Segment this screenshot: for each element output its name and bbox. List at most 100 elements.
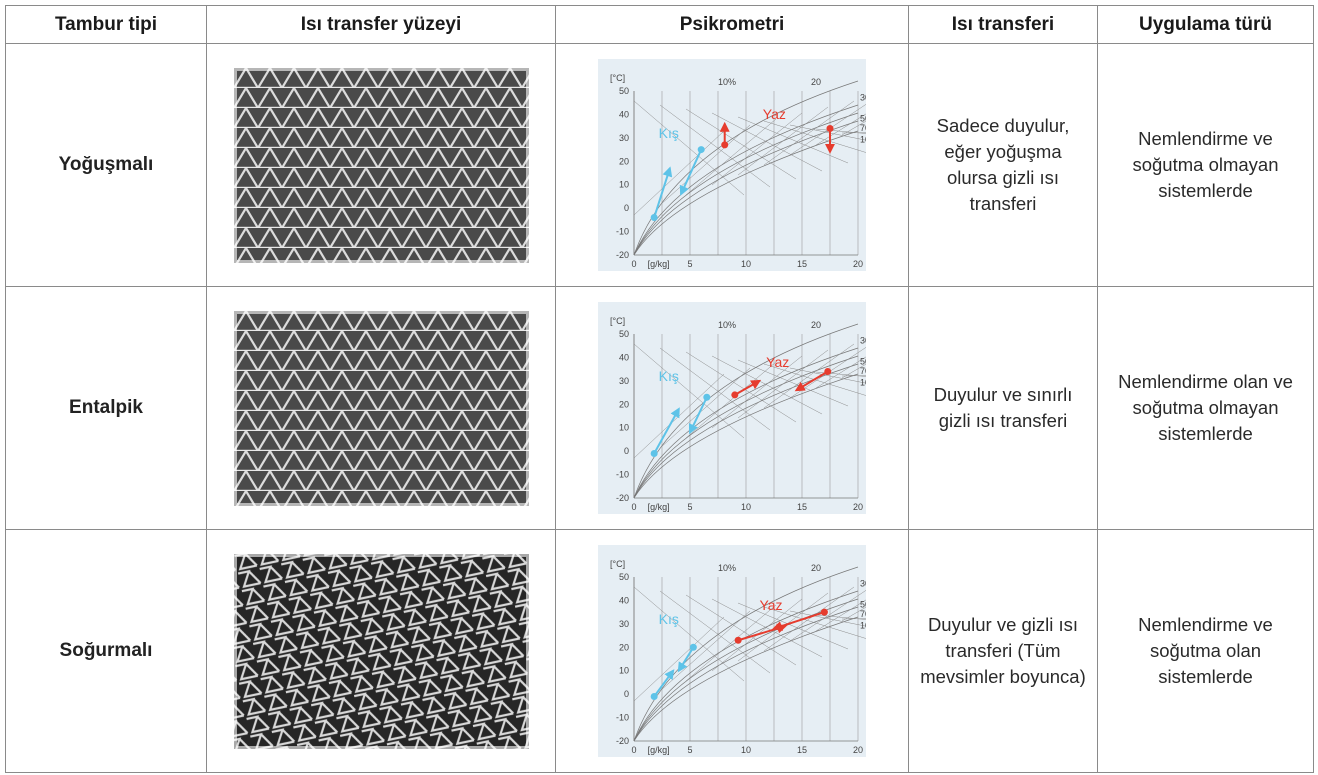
drum-type-label: Soğurmalı [59, 640, 153, 661]
cell-heat-transfer: Sadece duyulur, eğer yoğuşma olursa gizl… [908, 43, 1098, 287]
heat-transfer-surface-image [233, 67, 529, 263]
rh-curve [633, 616, 859, 742]
process-arrow [653, 166, 673, 218]
enthalpy-line [841, 375, 866, 377]
rh-curve [633, 373, 859, 499]
cell-surface [206, 286, 556, 530]
enthalpy-line [737, 106, 829, 176]
rh-label: 70 [860, 366, 866, 376]
process-arrow [653, 407, 680, 454]
enthalpy-line [789, 104, 866, 156]
header-drum-type: Tambur tipi [5, 5, 207, 44]
y-tick-label: 40 [619, 352, 629, 362]
enthalpy-line [685, 351, 797, 423]
enthalpy-line [711, 112, 803, 186]
enthalpy-line [737, 349, 829, 419]
enthalpy-line [659, 367, 751, 449]
x-tick-label: 0 [631, 502, 636, 512]
chart-background [598, 302, 866, 514]
x-tick-label: 5 [687, 502, 692, 512]
x-tick-label: 10 [741, 259, 751, 269]
enthalpy-line [659, 124, 751, 206]
x-tick-label: 20 [853, 745, 863, 755]
enthalpy-line [763, 363, 866, 396]
enthalpy-line [789, 367, 866, 384]
table-row: Soğurmalı 50 40 30 20 10 0 -10 -20 0 5 10 15 20 [g/kg… [5, 529, 1314, 773]
x-unit-label: [g/kg] [648, 502, 670, 512]
rh-label: 100 [860, 621, 866, 631]
rh-label: 30 [860, 92, 866, 102]
rh-curve [633, 112, 859, 256]
header-application: Uygulama türü [1097, 5, 1314, 44]
rh-label: 20 [811, 77, 821, 87]
rh-label: 50 [860, 356, 866, 366]
y-tick-label: 0 [624, 446, 629, 456]
rh-curve [633, 80, 859, 256]
application-text: Nemlendirme ve soğutma olmayan sistemler… [1132, 128, 1279, 201]
enthalpy-line [659, 610, 751, 692]
y-unit-label: [°C] [610, 73, 625, 83]
enthalpy-line [815, 371, 866, 377]
state-point [697, 146, 705, 154]
drum-type-label: Entalpik [69, 397, 143, 418]
cell-drum-type: Yoğuşmalı [5, 43, 207, 287]
enthalpy-line [633, 586, 745, 682]
drum-type-label: Yoğuşmalı [58, 154, 154, 175]
cell-psychrometry: 50 40 30 20 10 0 -10 -20 0 5 10 15 20 [g/kg] [°C] 10% 20… [555, 286, 909, 530]
process-arrow [794, 370, 829, 392]
rh-label: 20 [811, 320, 821, 330]
y-tick-label: 50 [619, 86, 629, 96]
x-unit-label: [g/kg] [648, 259, 670, 269]
comparison-table: Tambur tipi Isı transfer yüzeyi Psikrome… [5, 5, 1314, 773]
y-tick-label: 30 [619, 376, 629, 386]
heat-transfer-surface-image [233, 310, 529, 506]
rh-label: 70 [860, 123, 866, 133]
y-tick-label: -10 [616, 227, 629, 237]
y-tick-label: 50 [619, 572, 629, 582]
process-arrow [653, 669, 675, 698]
rh-label: 10% [718, 77, 736, 87]
cell-drum-type: Soğurmalı [5, 529, 207, 773]
rh-label: 70 [860, 609, 866, 619]
enthalpy-line [685, 108, 797, 180]
enthalpy-line [763, 100, 855, 166]
enthalpy-line [815, 614, 866, 620]
x-unit-label: [g/kg] [648, 745, 670, 755]
x-tick-label: 15 [797, 259, 807, 269]
x-tick-label: 0 [631, 745, 636, 755]
enthalpy-line [815, 599, 866, 632]
y-tick-label: 10 [619, 423, 629, 433]
enthalpy-line [659, 347, 771, 431]
y-tick-label: 30 [619, 619, 629, 629]
rh-label: 100 [860, 378, 866, 388]
rh-curve [633, 347, 859, 499]
rh-curve [633, 130, 859, 256]
heat-transfer-text: Sadece duyulur, eğer yoğuşma olursa gizl… [936, 115, 1070, 214]
x-tick-label: 5 [687, 259, 692, 269]
enthalpy-line [815, 128, 866, 134]
rh-curve [633, 104, 859, 256]
cell-application: Nemlendirme ve soğutma olan sistemlerde [1097, 529, 1314, 773]
enthalpy-line [737, 602, 849, 650]
y-tick-label: -20 [616, 493, 629, 503]
state-point [650, 214, 658, 222]
cell-heat-transfer: Duyulur ve gizli ısı transferi (Tüm mevs… [908, 529, 1098, 773]
cell-drum-type: Entalpik [5, 286, 207, 530]
enthalpy-line [711, 112, 823, 172]
process-arrow [772, 611, 825, 631]
x-tick-label: 15 [797, 502, 807, 512]
enthalpy-line [841, 363, 866, 379]
enthalpy-line [685, 594, 797, 666]
rh-curve [633, 590, 859, 742]
y-tick-label: 0 [624, 689, 629, 699]
enthalpy-line [841, 132, 866, 134]
application-text: Nemlendirme olan ve soğutma olmayan sist… [1118, 371, 1293, 444]
enthalpy-line [711, 355, 823, 415]
enthalpy-line [789, 590, 866, 642]
summer-label: Yaz [763, 106, 786, 122]
y-tick-label: 20 [619, 399, 629, 409]
rh-label: 30 [860, 335, 866, 345]
enthalpy-line [815, 356, 866, 389]
enthalpy-line [633, 343, 745, 439]
